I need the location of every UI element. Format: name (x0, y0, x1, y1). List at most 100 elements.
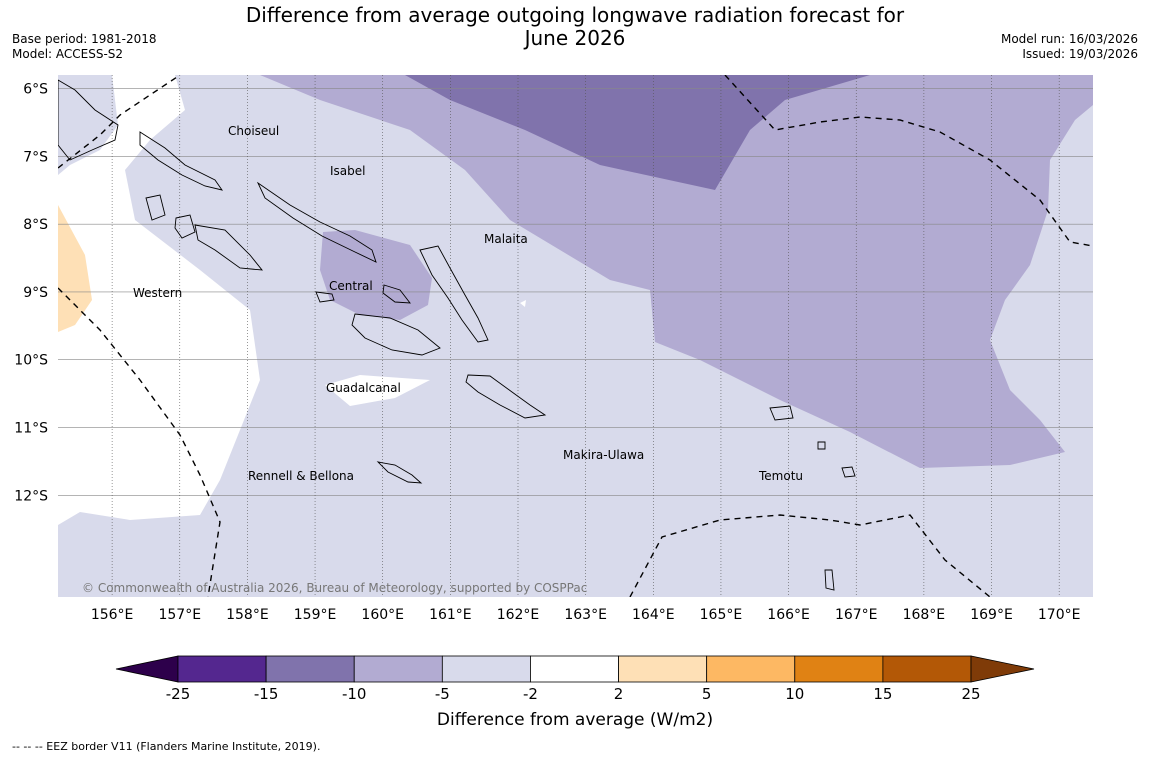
lat-label: 9°S (23, 285, 48, 301)
label-western: Western (133, 286, 182, 300)
island-temotu-small (841, 466, 856, 478)
lon-label: 165°E (700, 607, 743, 623)
island-south-small (824, 569, 835, 591)
island-guadalcanal (351, 313, 441, 356)
eez-border-north (58, 75, 181, 169)
lon-label: 163°E (564, 607, 607, 623)
island-russell (315, 291, 335, 303)
colorbar-tick-label: -10 (341, 685, 367, 703)
issued-date: Issued: 19/03/2026 (1022, 47, 1138, 61)
label-guadalcanal: Guadalcanal (326, 381, 401, 395)
colorbar-segment (265, 655, 355, 683)
colorbar-tick-label: 10 (785, 685, 805, 703)
island-western-2 (194, 224, 264, 271)
lon-label: 161°E (429, 607, 472, 623)
island-temotu-tiny (817, 441, 826, 450)
lon-label: 167°E (835, 607, 878, 623)
lon-label: 159°E (294, 607, 337, 623)
label-isabel: Isabel (330, 164, 365, 178)
colorbar-low-extend (115, 655, 179, 683)
chart-title: Difference from average outgoing longwav… (230, 4, 920, 50)
contour-minus10-central (320, 230, 432, 320)
model-run: Model run: 16/03/2026 (1000, 32, 1138, 46)
lat-label: 10°S (14, 353, 48, 369)
island-makira (465, 374, 547, 419)
label-central: Central (329, 279, 373, 293)
island-santa-cruz (769, 405, 794, 421)
lon-label: 157°E (158, 607, 201, 623)
colorbar-tick-label: 5 (701, 685, 712, 703)
neutral-spot (520, 300, 526, 307)
lon-label: 170°E (1038, 607, 1081, 623)
contour-minus10-region (260, 75, 1093, 468)
lon-label: 169°E (970, 607, 1013, 623)
colorbar-tick-label: 2 (613, 685, 624, 703)
lon-label: 158°E (226, 607, 269, 623)
colorbar-tick-label: -5 (434, 685, 450, 703)
contour-minus15-region (405, 75, 870, 190)
lat-label: 11°S (14, 421, 48, 437)
meta-left: Base period: 1981-2018 Model: ACCESS-S2 (12, 32, 157, 62)
colorbar-tick-label: 25 (961, 685, 981, 703)
island-malaita (419, 245, 489, 343)
lat-label: 12°S (14, 488, 48, 504)
map-area (58, 75, 1093, 597)
lon-label: 164°E (632, 607, 675, 623)
colorbar-tick-label: -2 (522, 685, 538, 703)
lon-label: 160°E (361, 607, 404, 623)
colorbar-tick-label: -15 (253, 685, 279, 703)
island-western-3 (145, 194, 166, 221)
lat-label: 6°S (23, 82, 48, 98)
label-rennell: Rennell & Bellona (248, 469, 354, 483)
colorbar-high-extend (970, 655, 1035, 683)
island-isabel (256, 181, 377, 263)
colorbar-segment (530, 655, 619, 683)
region-labels: Choiseul Isabel Malaita Western Central … (133, 124, 803, 483)
base-period: Base period: 1981-2018 (12, 32, 157, 46)
positive-anomaly-region (58, 205, 92, 332)
title-line-2: June 2026 (524, 26, 626, 50)
colorbar-segment (177, 655, 267, 683)
colorbar-tick-label: -25 (165, 685, 191, 703)
island-bougainville (58, 79, 119, 161)
neutral-region-guadalcanal (325, 375, 430, 406)
lat-label: 7°S (23, 149, 48, 165)
lon-label: 168°E (903, 607, 946, 623)
model-name: Model: ACCESS-S2 (12, 47, 124, 61)
meta-right: Model run: 16/03/2026 Issued: 19/03/2026 (1001, 32, 1138, 62)
lon-label: 162°E (497, 607, 540, 623)
colorbar-segment (353, 655, 443, 683)
label-malaita: Malaita (484, 232, 528, 246)
latitude-labels: 6°S 7°S 8°S 9°S 10°S 11°S 12°S (14, 82, 48, 505)
colorbar-segment (441, 655, 531, 683)
colorbar-segment (882, 655, 972, 683)
eez-borders (58, 75, 1093, 597)
colorbar-segment (706, 655, 796, 683)
eez-border-northeast (724, 75, 1093, 247)
island-rennell (376, 461, 423, 484)
lon-label: 166°E (767, 607, 810, 623)
island-choiseul (139, 131, 224, 191)
copyright-text: © Commonwealth of Australia 2026, Bureau… (82, 581, 587, 595)
label-temotu: Temotu (758, 469, 803, 483)
neutral-region-west (58, 75, 260, 525)
islands (58, 79, 856, 591)
contour-minus5-northwest (58, 75, 118, 175)
lat-label: 8°S (23, 217, 48, 233)
colorbar (115, 655, 1035, 683)
eez-border-west (58, 287, 221, 597)
colorbar-segment (794, 655, 884, 683)
longitude-labels: 156°E 157°E 158°E 159°E 160°E 161°E 162°E 163°E… (91, 607, 1081, 623)
label-makira: Makira-Ulawa (563, 448, 644, 462)
title-line-1: Difference from average outgoing longwav… (245, 3, 905, 27)
colorbar-title: Difference from average (W/m2) (436, 710, 714, 730)
colorbar-tick-label: 15 (873, 685, 893, 703)
island-western-1 (174, 214, 196, 239)
island-florida (382, 284, 411, 304)
eez-footnote: -- -- -- EEZ border V11 (Flanders Marine… (12, 740, 321, 753)
grid-lines (58, 75, 1093, 597)
colorbar-segment (618, 655, 708, 683)
label-choiseul: Choiseul (228, 124, 279, 138)
lon-label: 156°E (91, 607, 134, 623)
